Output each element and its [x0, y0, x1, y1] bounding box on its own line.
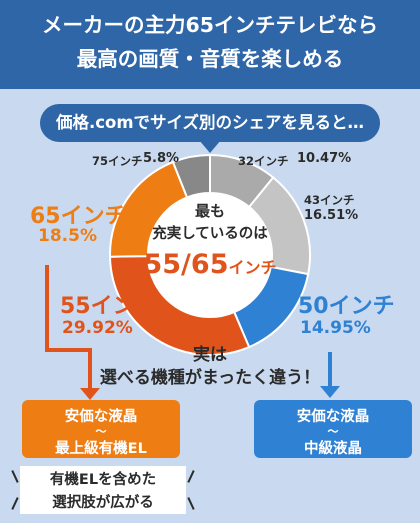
donut-hole — [148, 193, 272, 317]
blue-box-line3: 中級液晶 — [304, 441, 362, 457]
orange-box-line1: 安価な液晶 — [64, 409, 138, 425]
blue-box: 安価な液晶 〜 中級液晶 — [254, 400, 412, 458]
bottom-note-line2: 選択肢が広がる — [52, 495, 154, 511]
label-50-name: 50インチ — [298, 294, 395, 319]
label-43-value: 16.51% — [304, 208, 359, 223]
orange-arrow-line — [45, 265, 92, 392]
callout-tail — [199, 140, 221, 153]
label-50-value: 14.95% — [300, 318, 371, 338]
header-title-line2: 最高の画質・音質を楽しめる — [76, 47, 344, 71]
header-title-line1: メーカーの主力65インチテレビなら — [41, 13, 379, 37]
blue-box-line1: 安価な液晶 — [296, 409, 370, 425]
blue-arrow-head — [320, 386, 340, 398]
label-75-name: 75インチ — [92, 154, 143, 168]
label-43-name: 43インチ — [304, 193, 355, 207]
callout-pill: 価格.comでサイズ別のシェアを見ると… — [40, 104, 380, 142]
center-line3: 55/65インチ — [0, 249, 420, 280]
center-line1: 最も — [194, 202, 225, 220]
label-65-name: 65インチ — [30, 204, 127, 229]
label-55-value: 29.92% — [62, 318, 133, 338]
donut-slices — [108, 153, 311, 356]
blue-box-line2: 〜 — [327, 425, 339, 438]
center-highlight: 55/65 — [143, 249, 229, 280]
callout-text: 価格.comでサイズ別のシェアを見ると… — [55, 113, 365, 132]
orange-box: 安価な液晶 〜 最上級有機EL — [22, 400, 180, 458]
midnote-line2: 選べる機種がまったく違う！ — [99, 368, 321, 388]
midnote-line1: 実は — [193, 345, 227, 365]
label-75-value: 5.8% — [143, 151, 180, 166]
bottom-note-line1: 有機ELを含めた — [49, 472, 157, 488]
label-32-name: 32インチ — [238, 154, 289, 168]
orange-box-line2: 〜 — [95, 425, 107, 438]
center-highlight-suffix: インチ — [228, 258, 277, 277]
label-65-value: 18.5% — [38, 226, 97, 246]
label-32-value: 10.47% — [297, 151, 352, 166]
center-line2: 充実しているのは — [152, 226, 268, 242]
bottom-note: 有機ELを含めた 選択肢が広がる — [20, 466, 186, 514]
orange-arrow-head — [80, 388, 100, 400]
orange-box-line3: 最上級有機EL — [55, 441, 147, 457]
label-55-name: 55インチ — [60, 294, 157, 319]
header-banner: メーカーの主力65インチテレビなら 最高の画質・音質を楽しめる — [0, 0, 420, 89]
